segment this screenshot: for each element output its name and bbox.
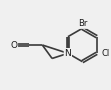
Text: O: O [10,40,17,50]
Text: N: N [64,49,71,58]
Text: N: N [64,49,71,58]
Text: Cl: Cl [101,49,110,58]
Text: Br: Br [78,19,87,28]
